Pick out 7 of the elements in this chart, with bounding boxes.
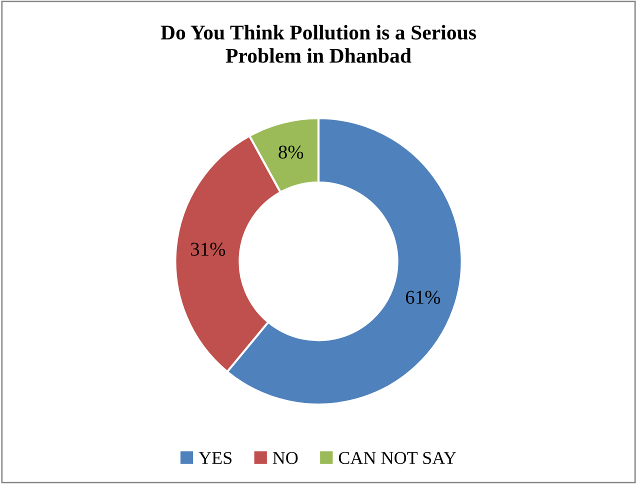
legend-label: NO	[272, 452, 298, 464]
chart-title: Do You Think Pollution is a Serious Problem in Dhanbad	[160, 24, 476, 63]
data-label: 8%	[278, 146, 304, 159]
legend-label: CAN NOT SAY	[338, 452, 456, 464]
data-label: 61%	[406, 290, 440, 304]
data-label: 31%	[191, 242, 226, 256]
legend-label: YES	[198, 452, 232, 464]
